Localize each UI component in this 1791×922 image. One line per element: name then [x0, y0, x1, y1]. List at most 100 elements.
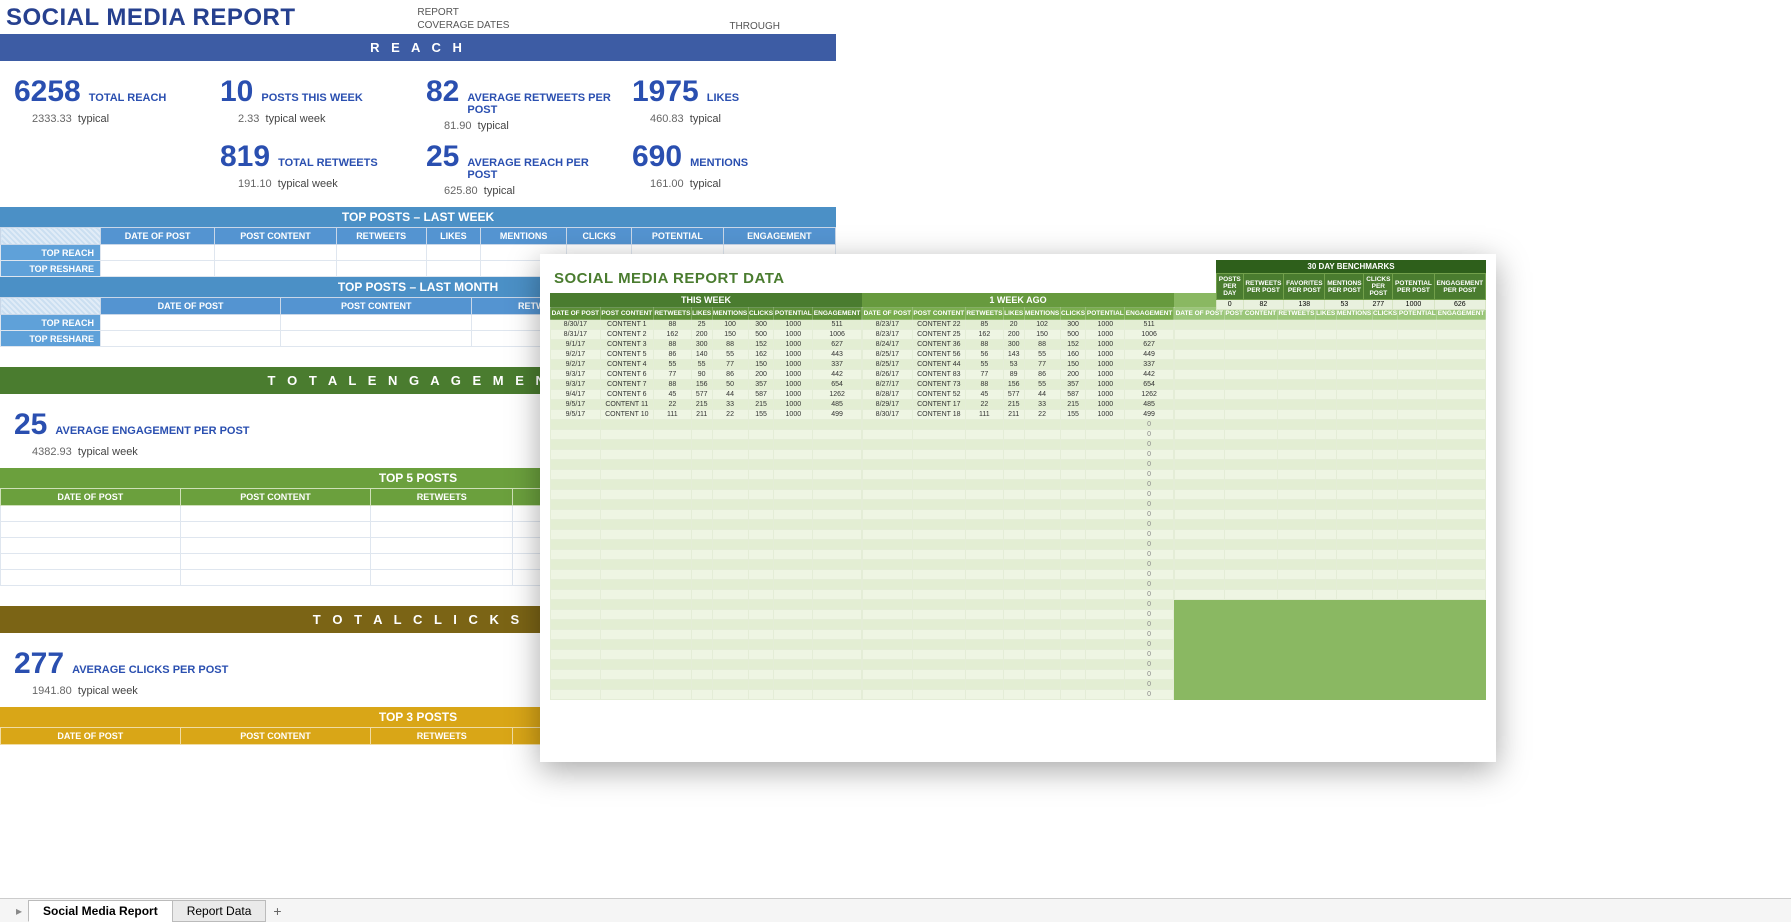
data-cell[interactable]	[1060, 460, 1086, 470]
data-cell[interactable]	[1224, 500, 1277, 510]
data-cell[interactable]	[813, 470, 862, 480]
data-cell[interactable]	[1024, 520, 1060, 530]
data-cell[interactable]	[551, 560, 601, 570]
data-cell[interactable]	[813, 590, 862, 600]
data-cell[interactable]	[712, 570, 748, 580]
data-cell[interactable]	[712, 560, 748, 570]
data-cell[interactable]	[1315, 500, 1336, 510]
data-cell[interactable]	[748, 450, 774, 460]
data-cell[interactable]: 88	[965, 380, 1003, 390]
data-cell[interactable]	[1336, 360, 1372, 370]
cell[interactable]	[101, 261, 215, 277]
data-cell[interactable]	[1315, 400, 1336, 410]
data-cell[interactable]: 44	[1024, 390, 1060, 400]
data-cell[interactable]	[965, 560, 1003, 570]
data-cell[interactable]: 33	[1024, 400, 1060, 410]
data-cell[interactable]	[551, 470, 601, 480]
data-cell[interactable]	[774, 590, 813, 600]
data-cell[interactable]	[1336, 530, 1372, 540]
data-cell[interactable]	[1437, 480, 1486, 490]
data-cell[interactable]: 8/24/17	[863, 340, 913, 350]
data-cell[interactable]	[912, 440, 965, 450]
data-cell[interactable]	[1315, 580, 1336, 590]
data-cell[interactable]	[551, 420, 601, 430]
data-cell[interactable]	[691, 590, 712, 600]
data-cell[interactable]	[600, 640, 653, 650]
data-cell[interactable]	[1315, 450, 1336, 460]
data-cell[interactable]: 155	[748, 410, 774, 420]
data-cell[interactable]	[1086, 690, 1125, 700]
data-cell[interactable]	[1372, 360, 1398, 370]
data-cell[interactable]	[813, 670, 862, 680]
data-cell[interactable]	[551, 450, 601, 460]
data-cell[interactable]	[1086, 420, 1125, 430]
data-cell[interactable]	[551, 500, 601, 510]
data-cell[interactable]	[1398, 570, 1437, 580]
data-cell[interactable]	[748, 690, 774, 700]
data-cell[interactable]	[653, 420, 691, 430]
data-cell[interactable]	[1224, 530, 1277, 540]
data-cell[interactable]	[1060, 570, 1086, 580]
data-cell[interactable]: 442	[813, 370, 862, 380]
data-cell[interactable]	[551, 570, 601, 580]
data-cell[interactable]	[965, 480, 1003, 490]
data-cell[interactable]	[863, 480, 913, 490]
data-cell[interactable]	[1175, 440, 1225, 450]
data-cell[interactable]	[1277, 490, 1315, 500]
data-cell[interactable]	[1336, 540, 1372, 550]
data-cell[interactable]	[600, 650, 653, 660]
data-cell[interactable]	[1336, 460, 1372, 470]
data-cell[interactable]	[691, 620, 712, 630]
data-cell[interactable]: 654	[813, 380, 862, 390]
data-cell[interactable]: CONTENT 3	[600, 340, 653, 350]
data-cell[interactable]	[1277, 480, 1315, 490]
data-cell[interactable]	[712, 660, 748, 670]
data-cell[interactable]	[712, 500, 748, 510]
data-cell[interactable]	[1060, 640, 1086, 650]
data-cell[interactable]: 9/2/17	[551, 360, 601, 370]
data-cell[interactable]	[1437, 570, 1486, 580]
data-cell[interactable]	[1372, 410, 1398, 420]
data-cell[interactable]: 55	[965, 360, 1003, 370]
data-cell[interactable]	[912, 640, 965, 650]
data-cell[interactable]	[1372, 570, 1398, 580]
data-cell[interactable]	[653, 670, 691, 680]
data-cell[interactable]	[1398, 420, 1437, 430]
data-cell[interactable]	[1086, 670, 1125, 680]
data-cell[interactable]	[965, 520, 1003, 530]
data-cell[interactable]	[1398, 540, 1437, 550]
data-cell[interactable]	[653, 470, 691, 480]
data-cell[interactable]	[1024, 540, 1060, 550]
data-cell[interactable]	[1372, 580, 1398, 590]
data-cell[interactable]: 162	[965, 330, 1003, 340]
data-cell[interactable]	[691, 450, 712, 460]
data-cell[interactable]	[1175, 350, 1225, 360]
data-cell[interactable]: 1000	[774, 380, 813, 390]
data-cell[interactable]	[1086, 450, 1125, 460]
data-cell[interactable]: 55	[691, 360, 712, 370]
data-cell[interactable]: CONTENT 36	[912, 340, 965, 350]
data-cell[interactable]	[1336, 440, 1372, 450]
data-cell[interactable]: 20	[1003, 320, 1024, 330]
data-cell[interactable]	[600, 450, 653, 460]
data-cell[interactable]	[653, 530, 691, 540]
data-cell[interactable]	[748, 600, 774, 610]
data-cell[interactable]: 33	[712, 400, 748, 410]
data-cell[interactable]: 77	[653, 370, 691, 380]
data-cell[interactable]: 162	[653, 330, 691, 340]
data-cell[interactable]	[691, 440, 712, 450]
data-cell[interactable]	[1024, 690, 1060, 700]
data-cell[interactable]	[1398, 470, 1437, 480]
data-cell[interactable]	[1315, 390, 1336, 400]
cell[interactable]	[101, 331, 281, 347]
data-cell[interactable]	[1086, 550, 1125, 560]
data-cell[interactable]: 442	[1125, 370, 1174, 380]
data-cell[interactable]	[600, 570, 653, 580]
data-cell[interactable]	[1003, 510, 1024, 520]
data-cell[interactable]	[1003, 680, 1024, 690]
data-cell[interactable]: CONTENT 56	[912, 350, 965, 360]
cell[interactable]	[180, 506, 371, 522]
data-cell[interactable]	[748, 640, 774, 650]
cell[interactable]	[180, 570, 371, 586]
data-cell[interactable]	[774, 420, 813, 430]
